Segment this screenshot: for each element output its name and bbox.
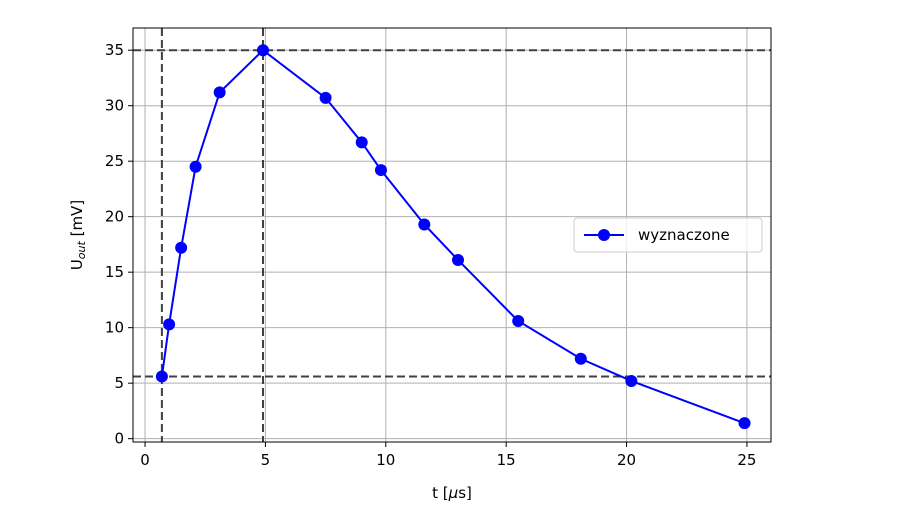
data-point bbox=[257, 44, 270, 57]
y-tick-label: 15 bbox=[105, 263, 124, 281]
data-point bbox=[625, 374, 638, 387]
y-tick-label: 35 bbox=[105, 41, 124, 59]
x-tick-label: 5 bbox=[261, 451, 271, 469]
data-point bbox=[574, 352, 587, 365]
x-tick-label: 20 bbox=[617, 451, 636, 469]
x-tick-label: 25 bbox=[737, 451, 756, 469]
data-point bbox=[512, 315, 525, 328]
y-tick-label: 0 bbox=[114, 430, 124, 448]
y-axis-label: Uout [mV] bbox=[68, 200, 88, 270]
data-point bbox=[374, 164, 387, 177]
series-layer bbox=[155, 44, 751, 430]
data-point bbox=[213, 86, 226, 99]
plot-frame bbox=[132, 27, 772, 443]
axis-ticks: 0 5 10 15 20 25 0 5 10 15 20 25 30 35 bbox=[105, 41, 757, 469]
data-point bbox=[163, 318, 176, 331]
data-point bbox=[355, 136, 368, 149]
y-tick-label: 30 bbox=[105, 97, 124, 115]
reference-lines bbox=[133, 28, 771, 442]
data-point bbox=[155, 370, 168, 383]
y-tick-label: 20 bbox=[105, 208, 124, 226]
y-tick-label: 5 bbox=[114, 374, 124, 392]
legend-box bbox=[573, 217, 763, 253]
data-point bbox=[418, 218, 431, 231]
legend: wyznaczone bbox=[573, 217, 763, 253]
x-axis-label: t [μs] bbox=[432, 484, 472, 502]
data-point bbox=[452, 253, 465, 266]
x-tick-label: 10 bbox=[376, 451, 395, 469]
legend-point-marker bbox=[598, 229, 610, 241]
data-point bbox=[189, 160, 202, 173]
legend-label: wyznaczone bbox=[638, 226, 730, 244]
y-tick-label: 25 bbox=[105, 152, 124, 170]
data-point bbox=[319, 91, 332, 104]
data-point bbox=[175, 241, 188, 254]
data-point bbox=[738, 417, 751, 430]
x-tick-label: 0 bbox=[140, 451, 150, 469]
x-tick-label: 15 bbox=[497, 451, 516, 469]
y-tick-label: 10 bbox=[105, 319, 124, 337]
